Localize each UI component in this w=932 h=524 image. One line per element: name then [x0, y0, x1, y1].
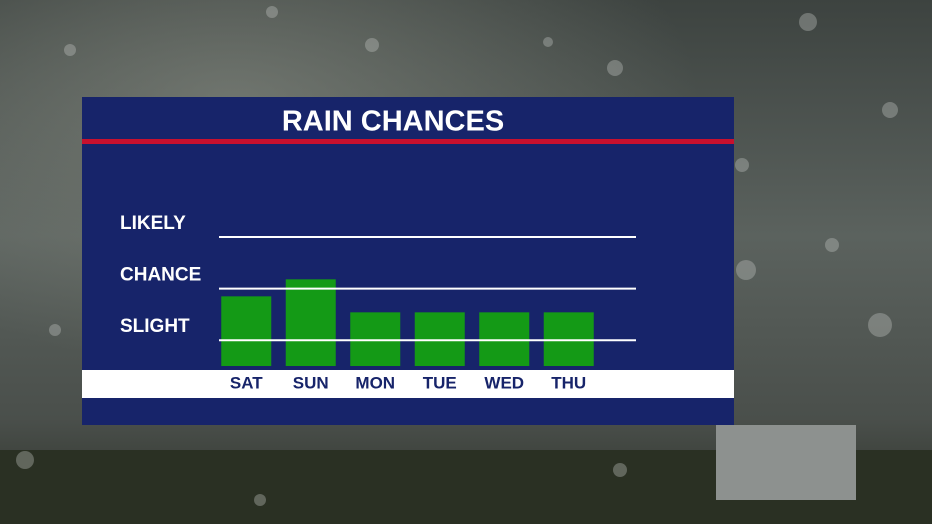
x-tick-label: SUN	[293, 373, 329, 392]
x-tick-label: MON	[355, 373, 395, 392]
x-tick-label: TUE	[423, 373, 457, 392]
bar	[543, 312, 594, 366]
bar	[350, 312, 401, 366]
y-tick-label: CHANCE	[120, 265, 201, 286]
x-tick-label: WED	[484, 373, 524, 392]
raindrops	[16, 6, 898, 506]
title-rule	[82, 139, 734, 144]
chart-title: RAIN CHANCES	[282, 106, 504, 138]
barn	[716, 425, 856, 500]
bar	[221, 296, 272, 366]
bar	[414, 312, 465, 366]
x-tick-label: THU	[551, 373, 586, 392]
x-tick-label: SAT	[230, 373, 263, 392]
y-tick-label: SLIGHT	[120, 316, 190, 337]
bar	[285, 279, 336, 366]
category-strip	[82, 370, 734, 398]
bar	[479, 312, 530, 366]
y-tick-label: LIKELY	[120, 213, 186, 234]
